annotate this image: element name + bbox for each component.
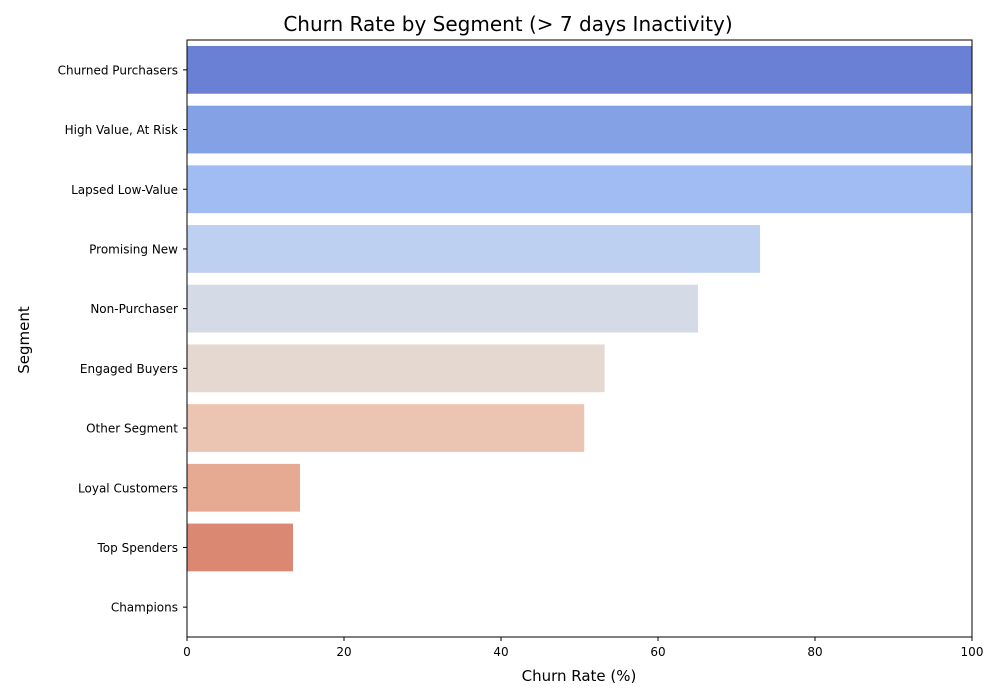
x-tick-label: 60 [650, 645, 665, 659]
y-tick-label: Engaged Buyers [80, 362, 178, 376]
y-tick-label: Churned Purchasers [58, 63, 178, 77]
bar-lapsed-low-value [187, 165, 972, 214]
bar-non-purchaser [187, 284, 699, 333]
y-tick-label: Loyal Customers [78, 481, 178, 495]
y-tick-label: Other Segment [86, 422, 178, 436]
y-tick-label: High Value, At Risk [65, 123, 178, 137]
x-axis-title: Churn Rate (%) [522, 667, 637, 685]
bar-other-segment [187, 404, 585, 452]
x-tick-label: 20 [336, 645, 351, 659]
y-tick-label: Champions [111, 601, 178, 615]
y-tick-label: Non-Purchaser [90, 302, 178, 316]
x-ticks: 0 20 40 60 80 100 [183, 637, 983, 659]
x-tick-label: 100 [961, 645, 984, 659]
y-axis-title: Segment [15, 306, 33, 374]
bar-promising-new [187, 225, 761, 273]
bar-churned-purchasers [187, 45, 972, 94]
y-tick-label: Promising New [89, 242, 178, 256]
bar-high-value-at-risk [187, 105, 972, 154]
bars-group [187, 45, 972, 572]
y-tick-labels: Churned Purchasers High Value, At Risk Lap… [58, 63, 187, 615]
y-tick-label: Lapsed Low-Value [71, 183, 178, 197]
x-tick-label: 80 [807, 645, 822, 659]
y-tick-label: Top Spenders [97, 541, 178, 555]
bar-engaged-buyers [187, 344, 605, 393]
x-tick-label: 0 [183, 645, 191, 659]
bar-loyal-customers [187, 463, 301, 512]
x-tick-label: 40 [493, 645, 508, 659]
bar-top-spenders [187, 523, 293, 572]
chart-title: Churn Rate by Segment (> 7 days Inactivi… [283, 12, 732, 36]
plot-frame [186, 39, 973, 638]
